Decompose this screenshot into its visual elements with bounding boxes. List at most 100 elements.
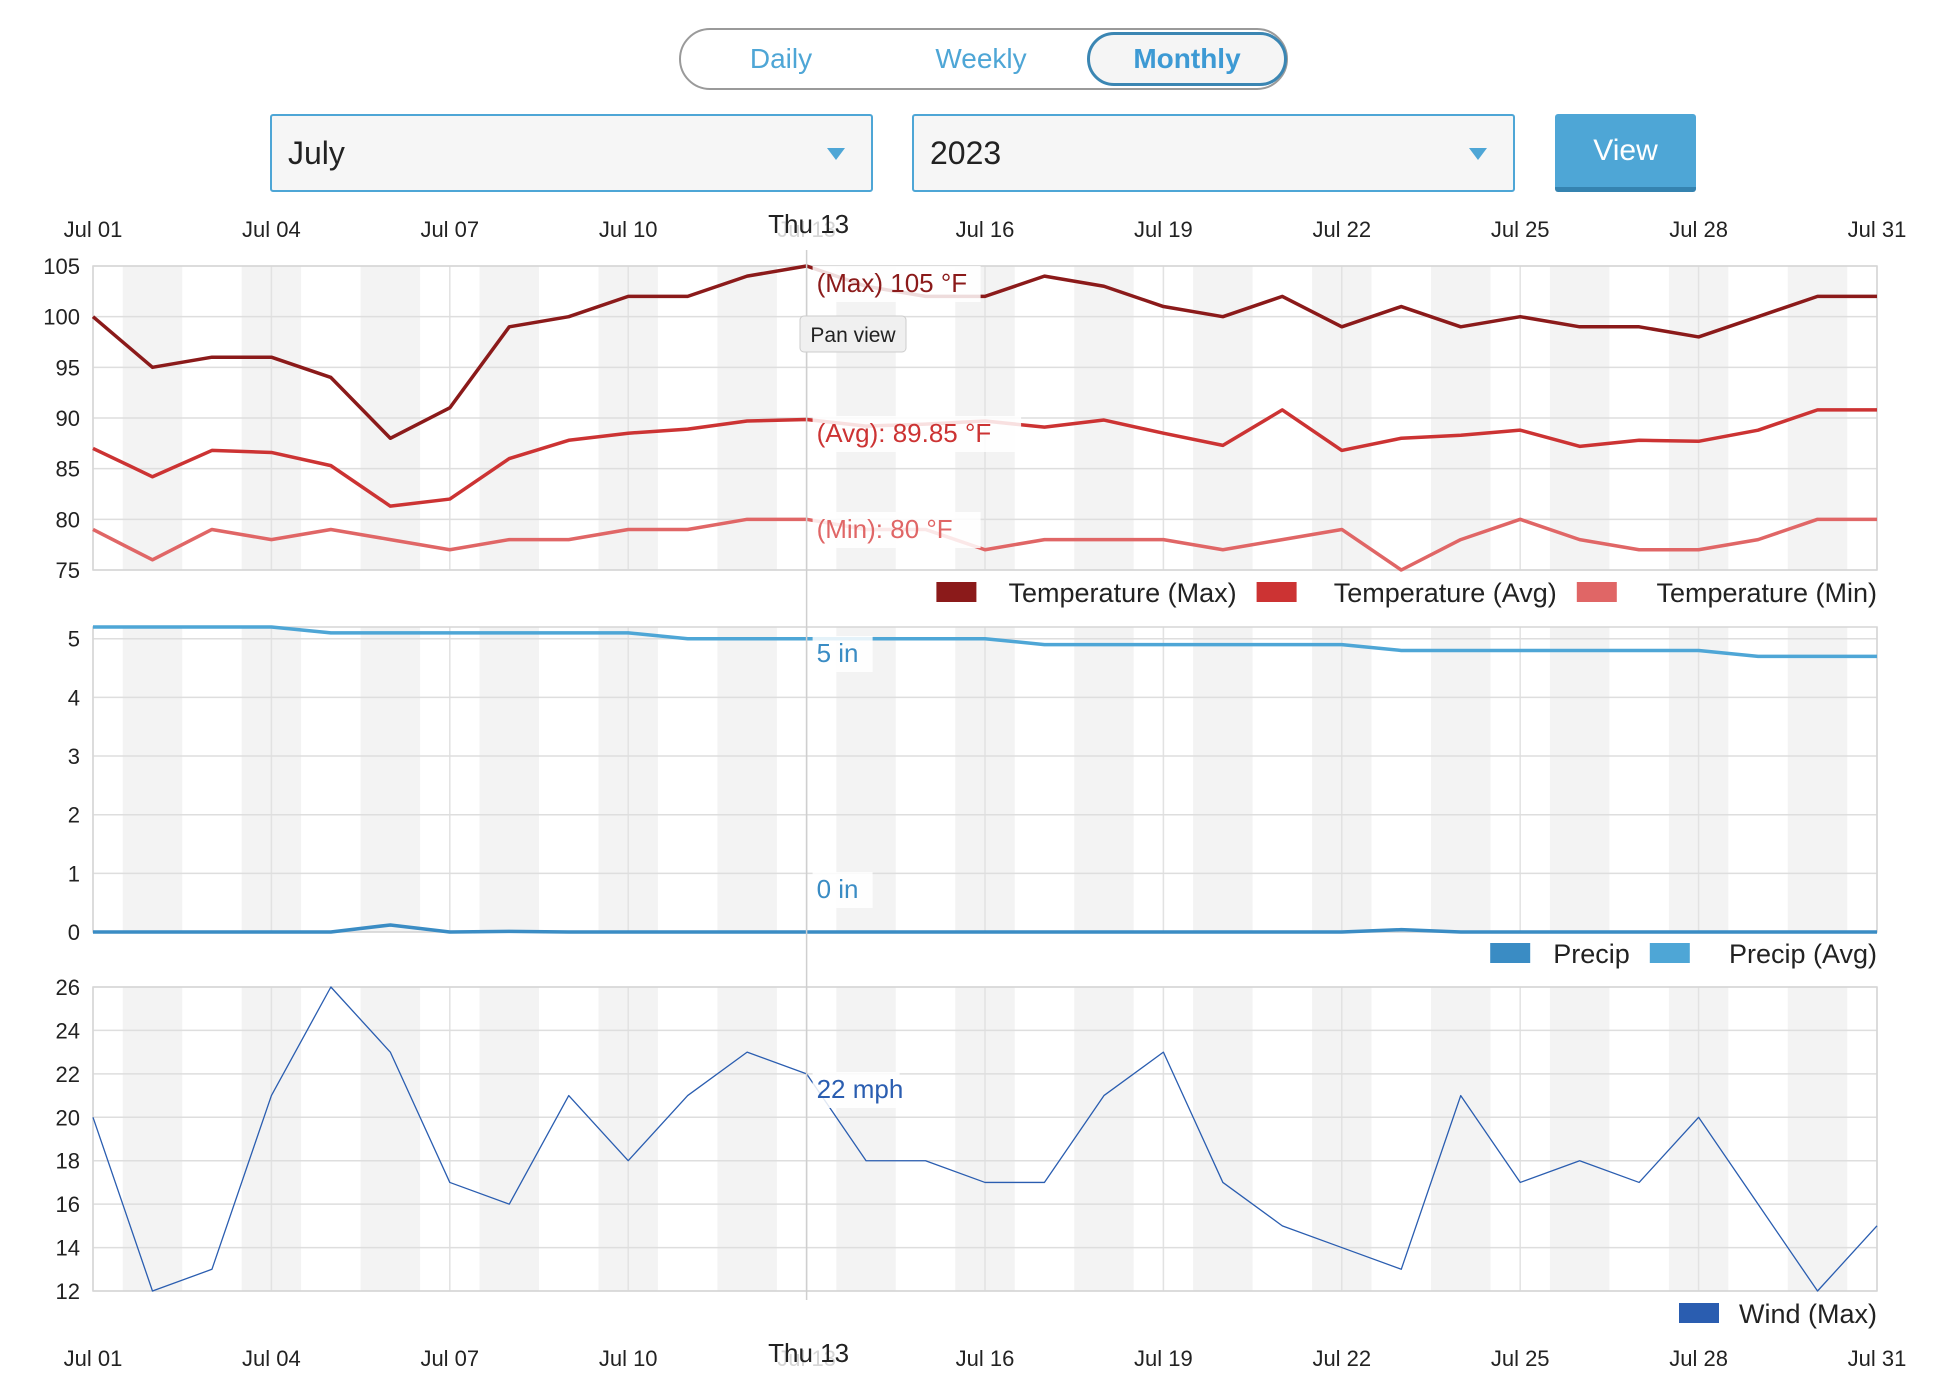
background-band — [1787, 627, 1848, 932]
series-line — [93, 625, 1877, 659]
legend-label: Precip — [1553, 939, 1630, 969]
year-value: 2023 — [930, 134, 1002, 171]
label-bg — [812, 266, 981, 302]
toggle-daily[interactable]: Daily — [749, 43, 813, 74]
y-tick-label: 3 — [68, 744, 80, 769]
background-band — [360, 627, 421, 932]
y-tick-label: 105 — [43, 254, 80, 279]
label-bg — [812, 1072, 900, 1108]
series-line — [91, 264, 1877, 441]
x-tick-label: Jul 16 — [956, 1346, 1015, 1371]
y-tick-label: 24 — [56, 1018, 80, 1043]
background-band — [1193, 627, 1253, 932]
series-line — [93, 923, 1877, 934]
background-band — [1431, 627, 1491, 932]
legend-swatch — [1576, 582, 1617, 602]
toggle-monthly[interactable]: Monthly — [1087, 32, 1287, 86]
min-value-label: (Min): 80 °F — [812, 512, 981, 548]
x-tick-label: Jul 04 — [242, 217, 301, 242]
x-tick-label: Jul 01 — [64, 217, 123, 242]
month-value: July — [288, 134, 345, 171]
x-tick-label: Jul 28 — [1669, 217, 1728, 242]
x-tick-label: Jul 13 — [777, 1346, 836, 1371]
legend-swatch — [1490, 943, 1531, 963]
pan-view-tooltip[interactable]: Pan view — [799, 315, 907, 353]
x-tick-label: Jul 25 — [1491, 1346, 1550, 1371]
background-band — [1787, 987, 1848, 1291]
x-axis-bottom: Jul 01 Jul 04 Jul 07 Jul 10 Jul 13 Jul 16 Jul … — [64, 1338, 1907, 1371]
toggle-weekly[interactable]: Weekly — [935, 43, 1027, 74]
plot-frame — [92, 265, 1878, 571]
wind-value-label: 22 mph — [812, 1072, 904, 1108]
series-line — [92, 517, 1877, 572]
value-label: 22 mph — [817, 1074, 904, 1104]
y-tick-label: 16 — [56, 1192, 80, 1217]
x-tick-label: Jul 04 — [242, 1346, 301, 1371]
y-tick-label: 75 — [56, 558, 80, 583]
x-tick-label: Jul 28 — [1669, 1346, 1728, 1371]
y-tick-label: 4 — [68, 685, 80, 710]
y-tick-label: 95 — [56, 355, 80, 380]
view-button[interactable]: View — [1555, 114, 1696, 192]
pan-view-label: Pan view — [810, 324, 896, 347]
legend-label: Temperature (Max) — [1009, 578, 1237, 608]
background-band — [122, 987, 183, 1291]
y-tick-label: 1 — [68, 861, 80, 886]
label-bg — [812, 872, 873, 908]
legend-label: Precip (Avg) — [1729, 939, 1877, 969]
y-tick-label: 5 — [68, 627, 80, 652]
background-band — [479, 627, 539, 932]
y-tick-label: 2 — [68, 803, 80, 828]
legend-swatch — [1649, 943, 1690, 963]
year-select[interactable]: 2023 — [912, 114, 1515, 192]
background-band — [717, 987, 777, 1291]
plot-frame — [92, 986, 1878, 1292]
y-tick-label: 18 — [56, 1149, 80, 1174]
background-band — [360, 987, 421, 1291]
background-band — [1549, 987, 1610, 1291]
x-tick-label: Jul 19 — [1134, 217, 1193, 242]
month-select[interactable]: July — [270, 114, 873, 192]
x-tick-label: Jul 16 — [956, 217, 1015, 242]
background-band — [122, 627, 183, 932]
precip-avg-value-label: 5 in — [812, 636, 873, 672]
legend-swatch — [936, 582, 977, 602]
x-tick-label: Jul 10 — [599, 217, 658, 242]
precip-value-label: 0 in — [812, 872, 873, 908]
value-label: (Avg): 89.85 °F — [817, 418, 992, 448]
value-label: 0 in — [817, 874, 859, 904]
y-tick-label: 26 — [56, 975, 80, 1000]
y-tick-label: 100 — [43, 305, 80, 330]
legend-label: Temperature (Min) — [1656, 578, 1877, 608]
hover-date-label: Thu 13 — [768, 1338, 849, 1368]
y-tick-label: 14 — [56, 1236, 80, 1261]
background-band — [1074, 987, 1134, 1291]
y-tick-label: 22 — [56, 1062, 80, 1087]
x-tick-label: Jul 10 — [599, 1346, 658, 1371]
period-toggle: Daily Weekly Monthly — [679, 28, 1288, 90]
x-tick-label: Jul 19 — [1134, 1346, 1193, 1371]
label-bg — [812, 636, 873, 672]
x-axis-top: Jul 01 Jul 04 Jul 07 Jul 10 Jul 13 Jul 16 Jul … — [64, 209, 1907, 242]
x-tick-label: Jul 13 — [777, 217, 836, 242]
value-label: (Max) 105 °F — [817, 268, 968, 298]
hover-date-label: Thu 13 — [768, 209, 849, 239]
x-tick-label: Jul 22 — [1312, 1346, 1371, 1371]
y-tick-label: 0 — [68, 920, 80, 945]
y-tick-label: 80 — [56, 507, 80, 532]
x-tick-label: Jul 22 — [1312, 217, 1371, 242]
series-line — [92, 986, 1878, 1292]
background-band — [479, 987, 539, 1291]
legend-label: Wind (Max) — [1739, 1299, 1877, 1329]
value-label: (Min): 80 °F — [817, 514, 953, 544]
temperature-legend: Temperature (Min) Temperature (Avg) Temper… — [936, 578, 1877, 608]
tooltip-box — [799, 315, 907, 353]
chevron-down-icon — [827, 148, 845, 160]
legend-swatch — [1679, 1303, 1719, 1323]
background-band — [836, 987, 896, 1291]
label-bg — [812, 416, 1022, 452]
background-band — [1431, 987, 1491, 1291]
x-tick-label: Jul 07 — [420, 1346, 479, 1371]
y-tick-label: 12 — [56, 1279, 80, 1304]
